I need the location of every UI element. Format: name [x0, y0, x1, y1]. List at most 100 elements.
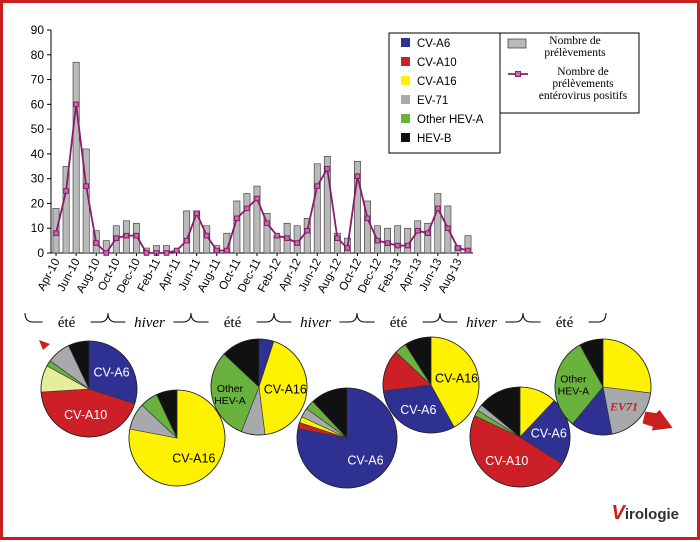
legend-label: Other HEV-A: [417, 114, 484, 126]
arrow-ev71-icon: [642, 409, 673, 431]
legend-swatch: [401, 76, 410, 85]
line-point: [163, 250, 170, 256]
legend-label: HEV-B: [417, 133, 452, 145]
legend-label: EV-71: [417, 95, 448, 107]
legend-swatch: [401, 57, 410, 66]
line-point: [364, 215, 371, 222]
pie-label: CV-A6: [400, 403, 436, 417]
pie-label: EV71: [609, 400, 638, 414]
line-point: [183, 237, 190, 244]
line-point: [53, 230, 59, 236]
line-point: [143, 250, 150, 256]
legend-label: CV-A10: [417, 57, 457, 69]
pie-chart: CV-A16 Other HEV-A: [210, 338, 308, 436]
line-point: [374, 237, 381, 244]
line-point: [83, 183, 89, 189]
line-point: [344, 245, 351, 251]
legend-swatch-marker: [515, 71, 521, 77]
pie-label: CV-A6: [531, 426, 567, 440]
pie-outline: [469, 386, 571, 488]
pie-chart: EV71 Other HEV-A: [554, 338, 652, 436]
line-point: [435, 205, 441, 212]
legend-swatch: [401, 38, 410, 47]
y-tick-label: 60: [31, 97, 45, 111]
bar: [394, 225, 402, 254]
pie-slice: [602, 338, 652, 394]
bar: [263, 213, 271, 254]
y-tick-label: 70: [31, 73, 45, 87]
y-tick-label: 0: [37, 246, 44, 260]
season-label: hiver: [466, 315, 497, 331]
pie-outline: [128, 389, 226, 487]
pie-label: CV-A6: [347, 453, 383, 467]
pie-outline: [210, 338, 308, 436]
pie-outline: [296, 387, 398, 489]
line-point: [324, 165, 331, 172]
season-brace: [522, 312, 607, 323]
line-point: [465, 247, 471, 254]
season-label: été: [224, 315, 242, 331]
bar: [414, 220, 422, 254]
line-point: [334, 235, 341, 241]
season-braces: été hiver été hiver été hiver été: [24, 312, 607, 331]
line-point: [113, 235, 120, 241]
arrow-pie1-icon: [39, 340, 50, 350]
line-point: [63, 188, 69, 194]
pie-label: Other HEV-A: [214, 383, 246, 407]
legend-swatch: [401, 114, 410, 123]
line-point: [274, 232, 280, 239]
legend-label: CV-A16: [417, 76, 457, 88]
logo-text: irologie: [624, 506, 679, 523]
line-point: [264, 220, 270, 227]
line-point: [73, 101, 79, 108]
pie-label: Other HEV-A: [558, 374, 590, 398]
legend-label: CV-A6: [417, 38, 450, 50]
pie-outline: [554, 338, 652, 436]
line-point: [234, 215, 240, 222]
line-point: [354, 173, 361, 179]
virologie-logo: Virologie: [611, 502, 679, 525]
y-tick-label: 30: [31, 172, 45, 186]
pie-chart: CV-A6: [296, 387, 398, 489]
y-tick-label: 80: [31, 48, 45, 62]
line-point: [414, 227, 421, 234]
pie-label: CV-A10: [64, 408, 107, 422]
bar: [313, 163, 321, 254]
y-tick-label: 50: [31, 122, 45, 136]
bar: [323, 156, 331, 254]
line-point: [224, 247, 230, 254]
pie-outline: [40, 340, 138, 438]
pie-label: CV-A16: [435, 371, 478, 385]
line-point: [93, 240, 100, 246]
line-point: [314, 183, 321, 189]
chart: 0 10 20 30 40 50 60 70 80 90 Apr-10Jun-10Aug-10Oc…: [24, 23, 673, 489]
legend-swatch: [401, 95, 410, 104]
season-label: hiver: [300, 315, 331, 331]
pie-label: CV-A16: [264, 382, 307, 396]
legend-label-bars: Nombre de prélèvements: [544, 35, 606, 59]
season-label: été: [58, 315, 76, 331]
line-point: [244, 205, 250, 212]
axes: 0 10 20 30 40 50 60 70 80 90: [31, 23, 473, 260]
line-point: [193, 210, 200, 217]
season-label: été: [390, 315, 408, 331]
line-point: [294, 240, 300, 246]
bar: [62, 165, 70, 254]
legend-genotypes: CV-A6 CV-A10 CV-A16 EV-71 Other HEV-A HEV-B: [388, 32, 501, 154]
line-point: [304, 227, 311, 234]
legend-series: Nombre de prélèvements Nombre de prélèvemen…: [499, 32, 640, 114]
line-point: [173, 247, 180, 254]
pie-label: CV-A6: [93, 366, 129, 380]
legend-swatch-bars: [507, 38, 527, 49]
pie-label: CV-A10: [485, 454, 528, 468]
line-point: [213, 247, 220, 254]
line-point: [133, 232, 140, 239]
bar: [404, 227, 412, 254]
line-point: [123, 232, 130, 239]
arrows: [39, 340, 673, 431]
season-label: été: [556, 315, 574, 331]
pie-outline: [382, 336, 480, 434]
